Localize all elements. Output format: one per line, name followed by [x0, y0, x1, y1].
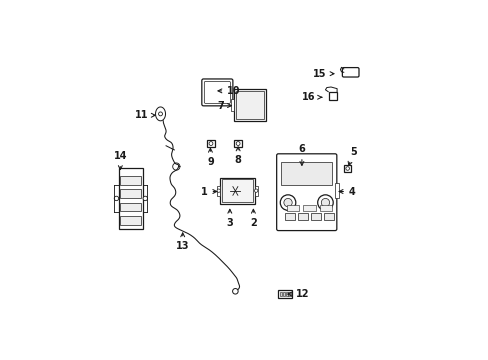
Circle shape — [232, 288, 238, 294]
Text: 5: 5 — [347, 147, 356, 166]
Circle shape — [345, 167, 349, 170]
Bar — [119, 168, 142, 229]
Circle shape — [114, 196, 119, 201]
FancyBboxPatch shape — [344, 165, 350, 172]
Circle shape — [317, 195, 332, 210]
Bar — [288, 292, 290, 296]
Text: 13: 13 — [176, 233, 189, 251]
Circle shape — [280, 195, 295, 210]
Circle shape — [300, 167, 303, 170]
Circle shape — [158, 112, 162, 116]
FancyBboxPatch shape — [207, 140, 214, 148]
Bar — [310, 213, 320, 220]
Bar — [298, 213, 307, 220]
Text: 11: 11 — [134, 110, 155, 120]
Text: 6: 6 — [298, 144, 305, 165]
Circle shape — [254, 189, 257, 192]
Text: 7: 7 — [217, 100, 231, 111]
Bar — [285, 213, 295, 220]
Text: 14: 14 — [113, 151, 127, 170]
Circle shape — [236, 141, 240, 145]
FancyBboxPatch shape — [234, 140, 242, 148]
Circle shape — [143, 196, 147, 201]
Bar — [233, 89, 265, 121]
Bar — [120, 203, 141, 211]
Text: 16: 16 — [302, 92, 321, 102]
Circle shape — [208, 141, 212, 145]
Bar — [278, 290, 292, 298]
Text: 9: 9 — [206, 148, 213, 167]
Circle shape — [284, 198, 292, 207]
Bar — [323, 213, 333, 220]
Bar — [328, 92, 336, 100]
Bar — [220, 177, 254, 204]
Circle shape — [217, 189, 220, 192]
Bar — [282, 292, 285, 296]
FancyBboxPatch shape — [276, 154, 336, 231]
Bar — [334, 183, 338, 198]
Bar — [235, 91, 264, 119]
Bar — [120, 176, 141, 185]
FancyBboxPatch shape — [342, 68, 358, 77]
Bar — [281, 162, 332, 185]
Bar — [230, 99, 233, 111]
Bar — [285, 292, 287, 296]
Text: 15: 15 — [313, 69, 333, 79]
Bar — [254, 186, 257, 196]
FancyBboxPatch shape — [202, 79, 232, 106]
Bar — [120, 216, 141, 225]
Bar — [319, 205, 332, 211]
Circle shape — [321, 198, 329, 207]
Text: 8: 8 — [234, 147, 241, 166]
Text: 1: 1 — [201, 186, 216, 197]
Bar — [217, 186, 220, 196]
Text: 2: 2 — [249, 209, 256, 228]
Bar — [120, 189, 141, 198]
FancyBboxPatch shape — [298, 165, 305, 172]
Text: 4: 4 — [338, 186, 355, 197]
Text: 12: 12 — [287, 289, 309, 299]
Bar — [303, 205, 315, 211]
Bar — [286, 205, 299, 211]
Bar — [280, 292, 282, 296]
FancyBboxPatch shape — [204, 81, 230, 103]
Text: 10: 10 — [218, 86, 240, 96]
Text: 3: 3 — [226, 209, 233, 228]
Bar — [222, 179, 253, 202]
